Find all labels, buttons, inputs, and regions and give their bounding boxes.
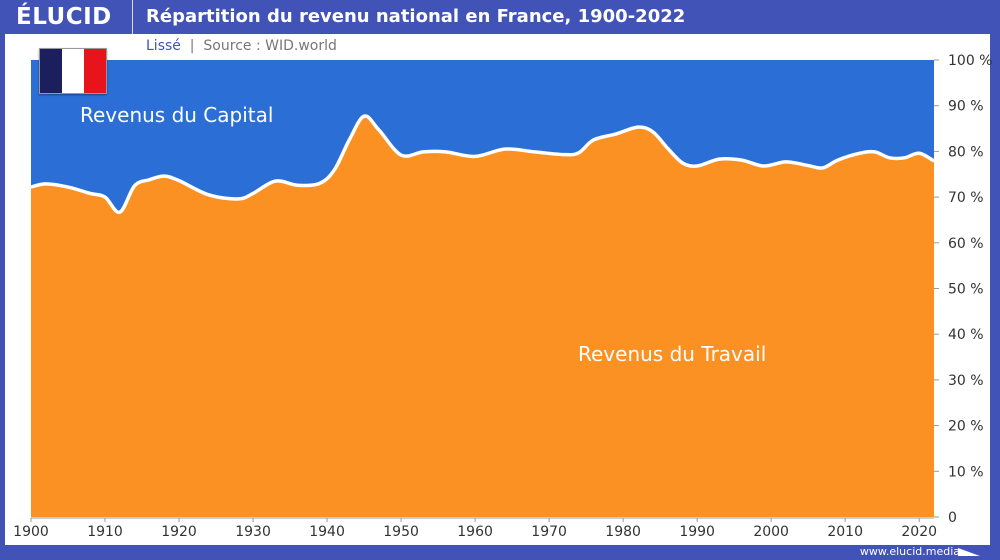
x-tick-label: 2010 xyxy=(827,524,863,540)
y-tick-label: 10 % xyxy=(948,464,984,480)
labour-series-label: Revenus du Travail xyxy=(578,342,767,366)
x-tick-label: 1980 xyxy=(605,524,641,540)
x-tick-label: 2020 xyxy=(901,524,937,540)
capital-series-label: Revenus du Capital xyxy=(80,103,274,127)
source-label: Source : WID.world xyxy=(203,38,337,54)
y-tick-label: 60 % xyxy=(948,236,984,252)
x-tick-label: 1990 xyxy=(679,524,715,540)
y-tick-label: 90 % xyxy=(948,99,984,115)
y-tick-label: 0 xyxy=(948,510,957,526)
y-tick-label: 30 % xyxy=(948,373,984,389)
chart-title: Répartition du revenu national en France… xyxy=(146,6,686,27)
subtitle-separator: | xyxy=(189,38,195,54)
x-tick-label: 1950 xyxy=(383,524,419,540)
header: ÉLUCID Répartition du revenu national en… xyxy=(0,0,1000,34)
y-tick-label: 50 % xyxy=(948,282,984,298)
y-tick-label: 40 % xyxy=(948,327,984,343)
x-tick-label: 1900 xyxy=(13,524,49,540)
x-tick-label: 1910 xyxy=(87,524,123,540)
x-tick-label: 2000 xyxy=(753,524,789,540)
footer-url[interactable]: www.elucid.media xyxy=(859,545,960,558)
y-tick-label: 80 % xyxy=(948,144,984,160)
labour-area xyxy=(31,116,934,517)
header-divider xyxy=(132,0,133,34)
x-tick-label: 1970 xyxy=(531,524,567,540)
x-tick-label: 1940 xyxy=(309,524,345,540)
y-tick-label: 100 % xyxy=(948,53,992,69)
x-tick-label: 1920 xyxy=(161,524,197,540)
y-tick-label: 20 % xyxy=(948,419,984,435)
elucid-logo: ÉLUCID xyxy=(16,4,112,30)
elucid-mark-icon xyxy=(958,548,980,556)
subtitle: Lissé | Source : WID.world xyxy=(146,38,337,54)
y-tick-label: 70 % xyxy=(948,190,984,206)
share-boundary-line xyxy=(30,114,935,214)
x-tick-label: 1930 xyxy=(235,524,271,540)
x-tick-label: 1960 xyxy=(457,524,493,540)
smoothing-label: Lissé xyxy=(146,38,181,54)
france-flag-icon xyxy=(39,48,107,94)
